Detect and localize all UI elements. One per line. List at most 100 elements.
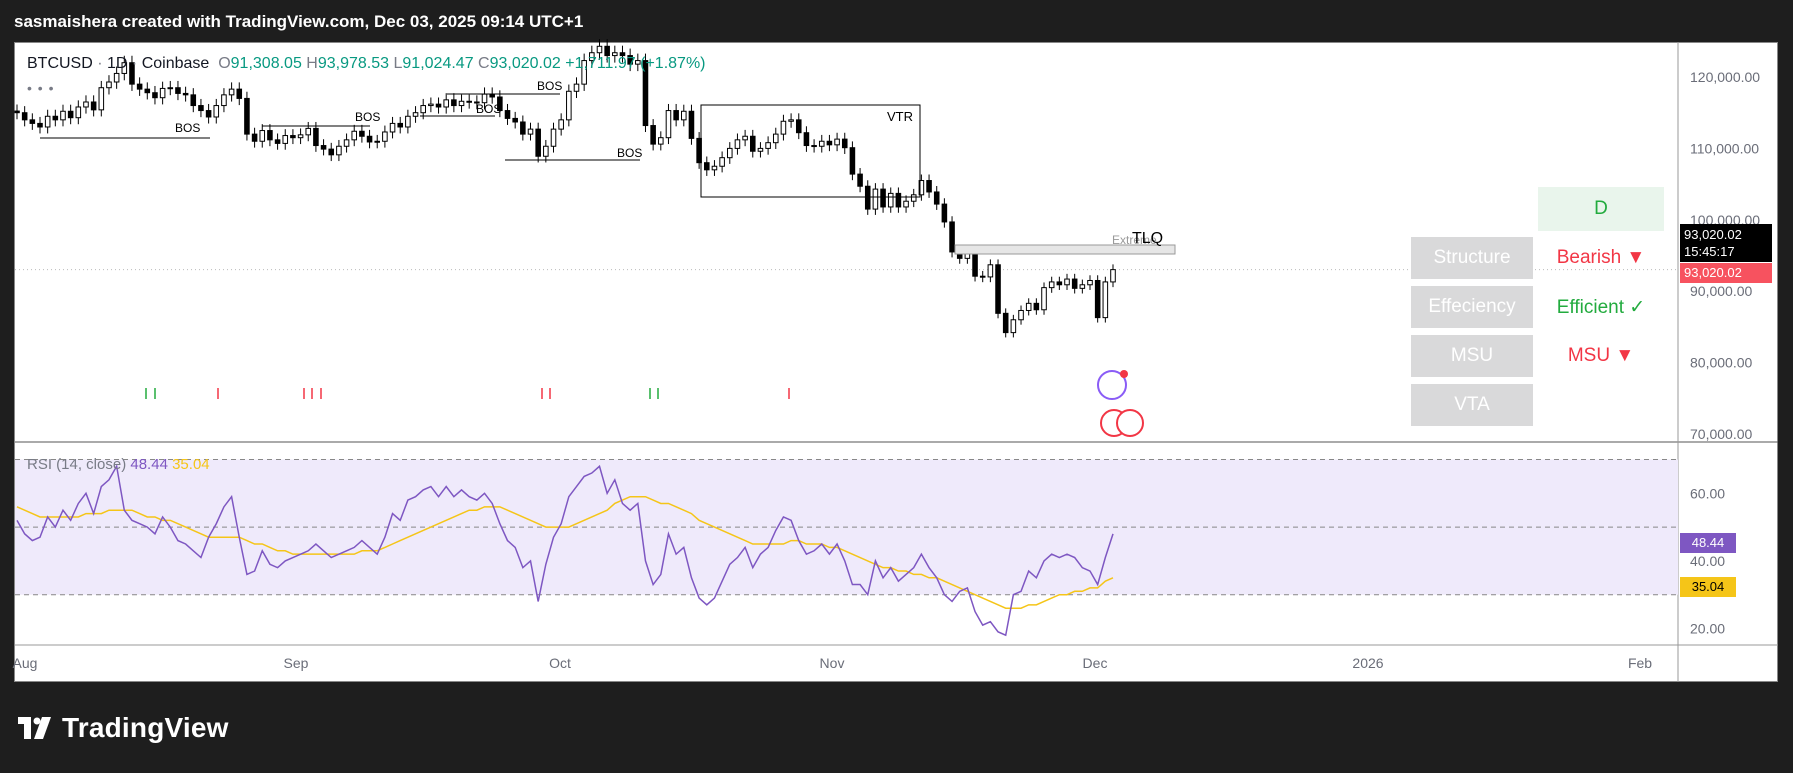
candle-body bbox=[474, 101, 480, 104]
candle-body bbox=[596, 45, 603, 54]
legend-sep-1: · bbox=[97, 55, 103, 72]
legend-sep-2: · bbox=[131, 55, 138, 72]
candle-body bbox=[1010, 319, 1017, 334]
candle-body bbox=[550, 128, 557, 147]
candle-body bbox=[573, 83, 580, 92]
candle-body bbox=[726, 147, 733, 159]
tradingview-logo[interactable]: TradingView bbox=[18, 712, 229, 744]
us-flag-icon bbox=[1116, 409, 1144, 437]
candle-body bbox=[1002, 312, 1009, 334]
candle-body bbox=[642, 60, 649, 127]
panel-label-vta: VTA bbox=[1411, 384, 1533, 426]
candle-body bbox=[420, 105, 426, 114]
panel-label-efficiency: Effeciency bbox=[1411, 286, 1533, 328]
candle-body bbox=[106, 81, 112, 89]
candle-body bbox=[635, 60, 641, 65]
rsi-tick-label: 40.00 bbox=[1690, 553, 1725, 569]
candle-body bbox=[688, 110, 695, 139]
bos-label: BOS bbox=[537, 79, 562, 93]
extreme-zone bbox=[954, 244, 1176, 255]
candle-body bbox=[428, 103, 434, 107]
price-tick-label: 80,000.00 bbox=[1690, 355, 1752, 371]
panel-value-structure: Bearish ▼ bbox=[1556, 247, 1646, 268]
legend-l-label: L bbox=[393, 55, 403, 72]
legend-h-value: 93,978.53 bbox=[317, 55, 390, 72]
candle-body bbox=[313, 127, 319, 147]
candle-body bbox=[205, 110, 212, 118]
candle-body bbox=[359, 130, 365, 137]
candle-body bbox=[627, 55, 633, 65]
candle-body bbox=[1102, 281, 1109, 319]
candle-body bbox=[1018, 309, 1024, 321]
tradingview-logo-text: TradingView bbox=[62, 712, 229, 743]
candle-body bbox=[1110, 269, 1116, 283]
candle-body bbox=[83, 101, 89, 108]
candle-body bbox=[757, 147, 764, 152]
candle-body bbox=[366, 135, 373, 143]
candle-body bbox=[121, 62, 128, 74]
candle-body bbox=[1071, 278, 1078, 289]
candle-body bbox=[382, 131, 388, 142]
candle-body bbox=[972, 251, 978, 277]
candle-body bbox=[749, 135, 756, 152]
rsi-tick-label: 60.00 bbox=[1690, 485, 1725, 501]
candle-body bbox=[167, 87, 174, 90]
candle-body bbox=[926, 180, 932, 193]
legend-h-label: H bbox=[306, 55, 318, 72]
candle-body bbox=[765, 142, 771, 149]
tlq-label: TLQ bbox=[1132, 230, 1163, 247]
price-tick-label: 70,000.00 bbox=[1690, 426, 1752, 442]
candle-body bbox=[37, 122, 43, 128]
candle-body bbox=[1033, 302, 1040, 311]
candle-body bbox=[44, 115, 51, 128]
symbol-legend[interactable]: BTCUSD · 1D · Coinbase O91,308.05 H93,97… bbox=[27, 55, 706, 73]
candle-body bbox=[520, 121, 526, 135]
candle-body bbox=[282, 135, 289, 144]
candle-body bbox=[182, 92, 189, 96]
legend-l-value: 91,024.47 bbox=[402, 55, 474, 72]
candle-body bbox=[589, 52, 595, 62]
rsi-tick-label: 20.00 bbox=[1690, 620, 1725, 636]
candle-body bbox=[1041, 287, 1047, 311]
candle-body bbox=[175, 87, 181, 94]
candle-body bbox=[113, 72, 120, 83]
candle-body bbox=[566, 90, 572, 121]
candle-body bbox=[412, 112, 419, 117]
candle-body bbox=[98, 87, 105, 111]
vtr-box bbox=[700, 104, 921, 198]
candle-body bbox=[941, 203, 948, 223]
candle-body bbox=[612, 52, 618, 57]
legend-interval[interactable]: 1D bbox=[107, 55, 128, 72]
last-price-label: 93,020.02 bbox=[1684, 227, 1742, 242]
bos-label: BOS bbox=[175, 121, 200, 135]
candle-body bbox=[343, 139, 350, 147]
candle-body bbox=[811, 145, 817, 148]
panel-label-structure: Structure bbox=[1411, 237, 1533, 279]
candle-body bbox=[75, 106, 82, 119]
rsi-ma-axis-badge: 35.04 bbox=[1680, 577, 1736, 597]
candle-body bbox=[52, 115, 59, 121]
candle-body bbox=[604, 45, 610, 57]
rsi-legend[interactable]: RSI (14, close) 48.44 35.04 bbox=[27, 456, 210, 473]
candle-body bbox=[1064, 278, 1070, 286]
candle-body bbox=[152, 92, 158, 99]
candle-body bbox=[788, 119, 794, 122]
extreme-label: Extreme bbox=[1112, 233, 1157, 247]
candle-body bbox=[704, 162, 710, 171]
candle-body bbox=[228, 88, 235, 96]
candle-body bbox=[581, 60, 587, 85]
candle-body bbox=[336, 145, 342, 156]
rsi-name[interactable]: RSI (14, close) bbox=[27, 456, 127, 473]
candle-body bbox=[826, 140, 833, 146]
legend-symbol[interactable]: BTCUSD bbox=[27, 55, 93, 72]
candle-body bbox=[979, 275, 986, 278]
candle-body bbox=[328, 148, 335, 156]
legend-more-dots[interactable]: • • • bbox=[27, 80, 55, 96]
candle-body bbox=[558, 119, 564, 130]
candle-body bbox=[933, 191, 940, 205]
candle-body bbox=[872, 188, 879, 210]
candle-body bbox=[665, 110, 672, 139]
candle-body bbox=[535, 128, 541, 157]
candle-body bbox=[351, 130, 358, 141]
